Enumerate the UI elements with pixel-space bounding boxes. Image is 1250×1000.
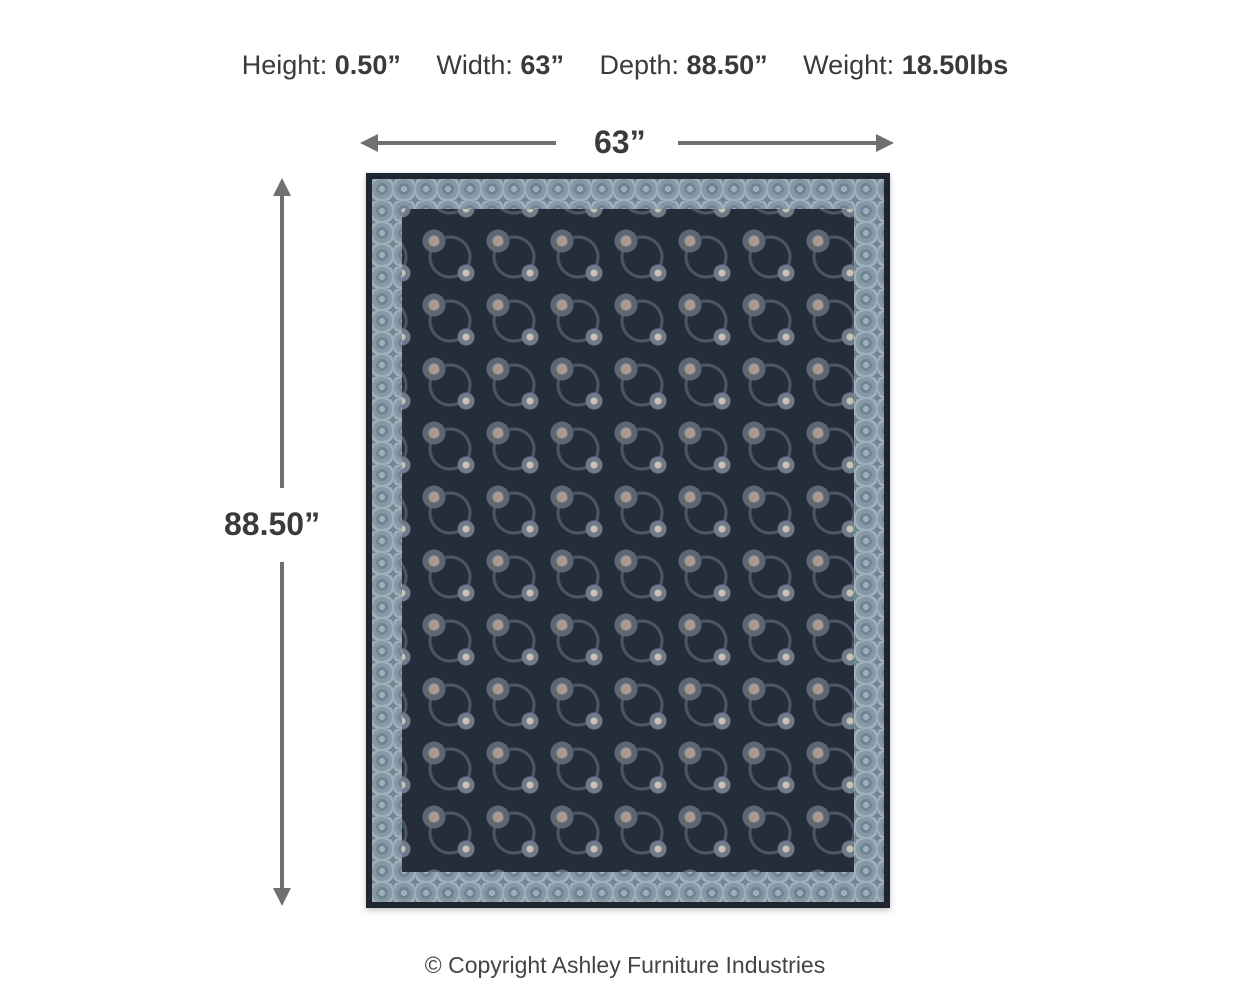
arrow-up-icon (273, 178, 291, 196)
spec-label: Width: (436, 50, 513, 80)
rug-border (372, 179, 884, 902)
rug-image (366, 173, 890, 908)
spec-weight: Weight: 18.50lbs (803, 50, 1008, 81)
width-line-right (678, 141, 878, 145)
height-label: 88.50” (224, 506, 321, 542)
spec-label: Depth: (599, 50, 680, 80)
spec-value: 18.50lbs (901, 50, 1009, 80)
spec-value: 0.50” (334, 50, 401, 80)
spec-width: Width: 63” (436, 50, 564, 81)
spec-height: Height: 0.50” (242, 50, 401, 81)
width-label: 63” (594, 124, 646, 160)
copyright-notice: © Copyright Ashley Furniture Industries (424, 952, 826, 978)
spec-depth: Depth: 88.50” (599, 50, 767, 81)
arrow-right-icon (876, 134, 894, 152)
width-line-left (376, 141, 556, 145)
arrow-down-icon (273, 888, 291, 906)
spec-value: 63” (520, 50, 564, 80)
arrow-left-icon (360, 134, 378, 152)
rug-field-pattern (402, 209, 854, 872)
spec-value: 88.50” (686, 50, 768, 80)
spec-label: Height: (241, 50, 328, 80)
height-line-top (280, 194, 284, 488)
spec-label: Weight: (803, 50, 895, 80)
spec-bar: Height: 0.50” Width: 63” Depth: 88.50” W… (0, 50, 1250, 81)
height-line-bottom (280, 562, 284, 890)
